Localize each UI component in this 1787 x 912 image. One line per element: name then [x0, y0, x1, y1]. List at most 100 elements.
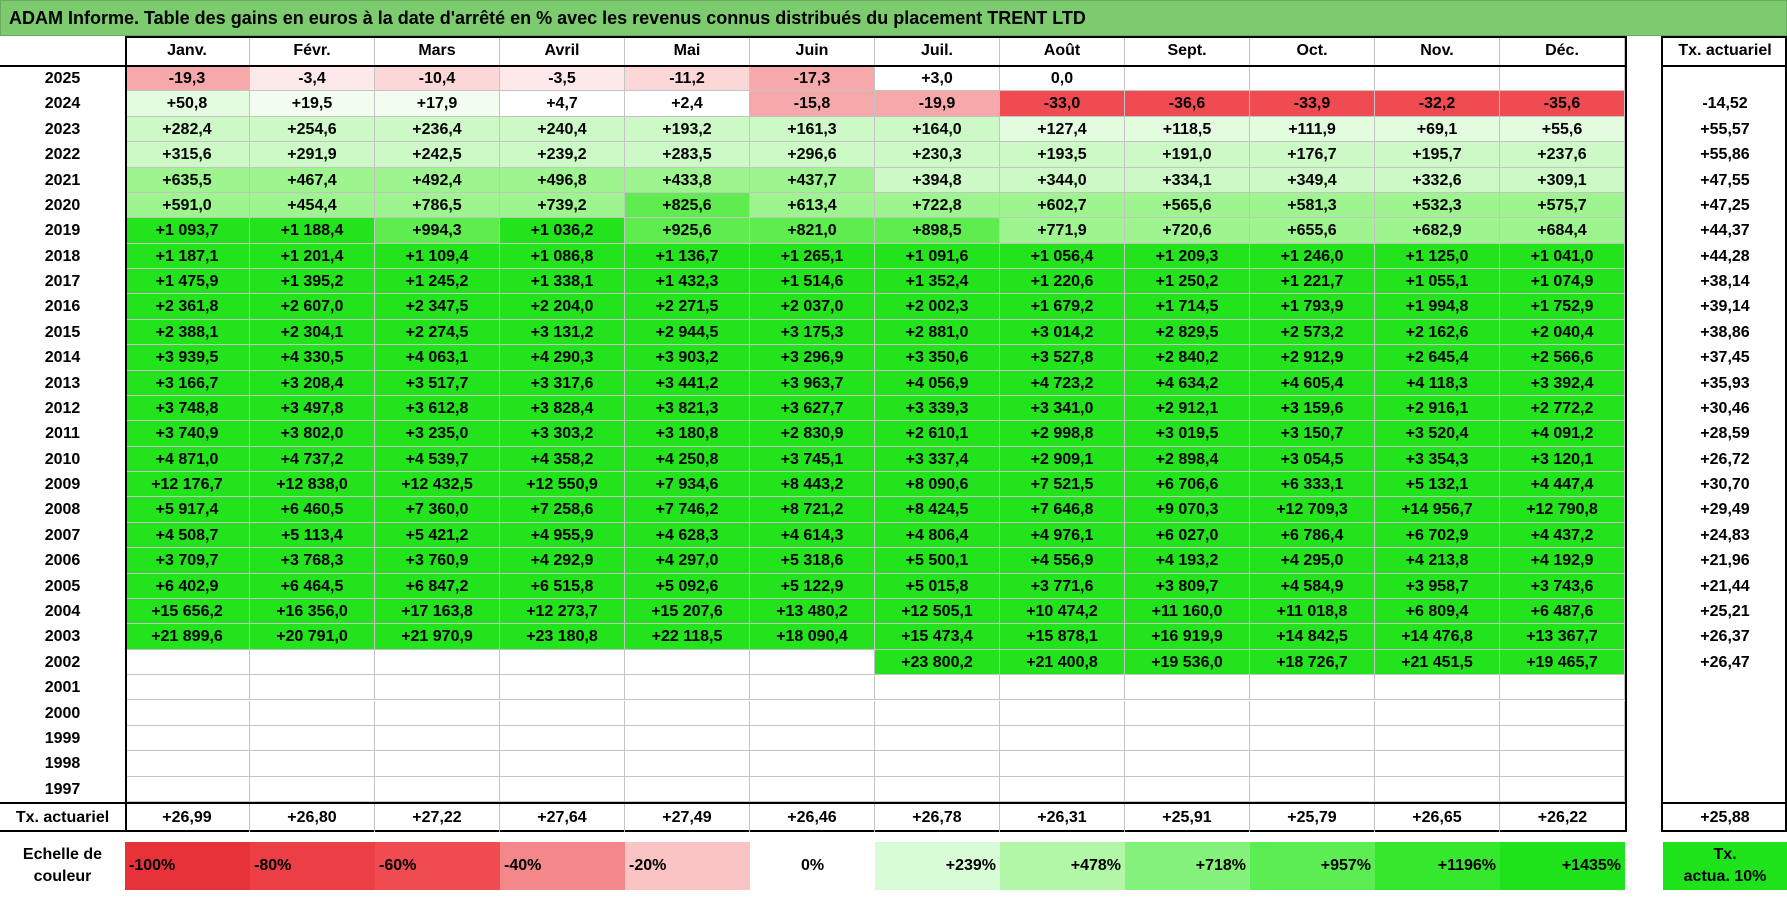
rate-cell: [1663, 751, 1787, 776]
table-cell: [375, 725, 500, 752]
table-cell: +8 721,2: [750, 497, 875, 523]
month-header: Déc.: [1500, 36, 1625, 66]
table-cell: +2 347,5: [375, 294, 500, 320]
table-cell: +21 400,8: [1000, 649, 1125, 676]
month-header: Oct.: [1250, 36, 1375, 66]
table-cell: [1125, 700, 1250, 726]
table-cell: +825,6: [625, 192, 750, 219]
table-cell: +3 963,7: [750, 370, 875, 396]
table-cell: +532,3: [1375, 192, 1500, 219]
table-cell: +3 958,7: [1375, 573, 1500, 599]
footer-value: +26,99: [125, 804, 250, 833]
year-label: 2007: [44, 526, 81, 544]
table-cell: +161,3: [750, 116, 875, 143]
table-cell: +4 358,2: [500, 446, 625, 473]
table-cell: +193,2: [625, 116, 750, 143]
table-cell: +3 392,4: [1500, 370, 1625, 396]
table-cell: +3 903,2: [625, 345, 750, 371]
table-cell: +3 175,3: [750, 319, 875, 346]
table-cell: +994,3: [375, 218, 500, 244]
table-cell: [1125, 675, 1250, 701]
rate-cell: +39,14: [1700, 298, 1750, 316]
table-cell: +2 998,8: [1000, 421, 1125, 447]
table-cell: +1 246,0: [1250, 243, 1375, 270]
table-cell: +4 539,7: [375, 446, 500, 473]
table-cell: +16 919,9: [1125, 624, 1250, 650]
rate-cell: [1663, 66, 1787, 91]
table-cell: [1250, 725, 1375, 752]
table-cell: +655,6: [1250, 218, 1375, 244]
table-cell: [1250, 776, 1375, 802]
table-cell: +2 271,5: [625, 294, 750, 320]
table-cell: +2 645,4: [1375, 345, 1500, 371]
year-label: 2012: [44, 399, 81, 417]
month-header: Juil.: [875, 36, 1000, 66]
month-header: Mars: [375, 36, 500, 66]
rate-cell: +29,49: [1700, 501, 1750, 519]
table-cell: [1000, 776, 1125, 802]
rate-cell: +30,70: [1700, 476, 1750, 494]
table-cell: +4 955,9: [500, 522, 625, 549]
table-cell: +437,7: [750, 167, 875, 193]
table-cell: +6 706,6: [1125, 472, 1250, 498]
table-cell: +682,9: [1375, 218, 1500, 244]
table-cell: +1 036,2: [500, 218, 625, 244]
table-cell: +176,7: [1250, 142, 1375, 168]
table-cell: +4 056,9: [875, 370, 1000, 396]
table-cell: +4 976,1: [1000, 522, 1125, 549]
table-cell: +5 318,6: [750, 548, 875, 574]
footer-value: +26,65: [1375, 804, 1500, 833]
year-label: 2013: [44, 374, 81, 392]
table-cell: +240,4: [500, 116, 625, 143]
table-cell: +3 337,4: [875, 446, 1000, 473]
table-cell: +1 055,1: [1375, 269, 1500, 295]
table-cell: +332,6: [1375, 167, 1500, 193]
table-cell: +242,5: [375, 142, 500, 168]
table-cell: +8 424,5: [875, 497, 1000, 523]
table-cell: +315,6: [125, 142, 250, 168]
table-cell: +4 628,3: [625, 522, 750, 549]
table-cell: +3 350,6: [875, 345, 1000, 371]
table-cell: +3 740,9: [125, 421, 250, 447]
table-cell: +684,4: [1500, 218, 1625, 244]
table-cell: +7 934,6: [625, 472, 750, 498]
table-cell: +111,9: [1250, 116, 1375, 143]
table-cell: +3 768,3: [250, 548, 375, 574]
table-cell: +6 515,8: [500, 573, 625, 599]
table-cell: -33,0: [1000, 91, 1125, 117]
table-cell: +1 091,6: [875, 243, 1000, 270]
table-cell: [1000, 751, 1125, 777]
table-cell: +4 437,2: [1500, 522, 1625, 549]
table-cell: +5 122,9: [750, 573, 875, 599]
table-cell: +2 840,2: [1125, 345, 1250, 371]
table-cell: +3 339,3: [875, 395, 1000, 422]
table-cell: +635,5: [125, 167, 250, 193]
table-cell: +2 162,6: [1375, 319, 1500, 346]
table-cell: +3 303,2: [500, 421, 625, 447]
table-cell: +296,6: [750, 142, 875, 168]
table-cell: +7 521,5: [1000, 472, 1125, 498]
table-cell: +898,5: [875, 218, 1000, 244]
table-cell: [125, 649, 250, 676]
table-cell: +118,5: [1125, 116, 1250, 143]
rate-cell: +26,47: [1700, 653, 1750, 671]
table-cell: +2 610,1: [875, 421, 1000, 447]
table-cell: +1 136,7: [625, 243, 750, 270]
year-label: 2021: [44, 171, 81, 189]
header-divider: [0, 65, 1627, 67]
table-cell: +4 806,4: [875, 522, 1000, 549]
footer-label: Tx. actuariel: [15, 809, 110, 827]
table-cell: +2 912,9: [1250, 345, 1375, 371]
month-header: Sept.: [1125, 36, 1250, 66]
table-cell: [1125, 725, 1250, 752]
table-cell: [625, 649, 750, 676]
footer-divider: [0, 802, 1627, 805]
table-cell: +3 743,6: [1500, 573, 1625, 599]
year-label: 2016: [44, 298, 81, 316]
table-cell: +3 771,6: [1000, 573, 1125, 599]
table-cell: +344,0: [1000, 167, 1125, 193]
year-label: 2006: [44, 552, 81, 570]
table-cell: [125, 725, 250, 752]
table-cell: +21 970,9: [375, 624, 500, 650]
table-cell: +236,4: [375, 116, 500, 143]
